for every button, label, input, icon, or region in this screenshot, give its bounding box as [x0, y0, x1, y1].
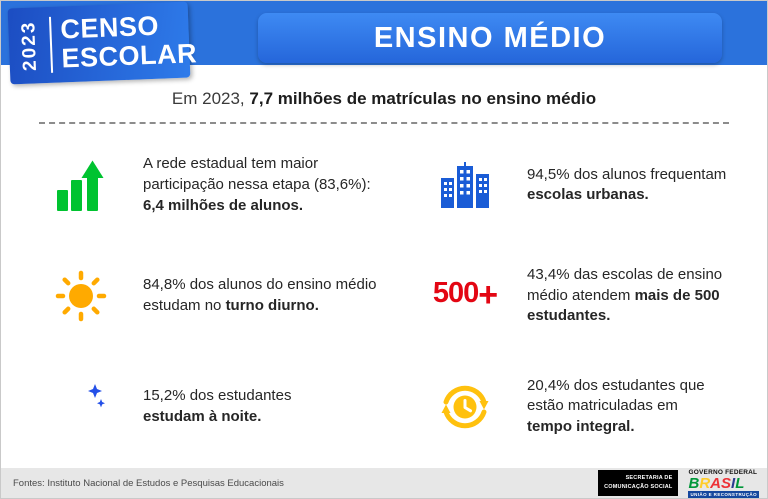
stat-text-regular: 94,5% dos alunos frequentam — [527, 165, 727, 183]
stat-text: 20,4% dos estudantes que estão matricula… — [527, 376, 715, 438]
stat-text: 84,8% dos alunos do ensino médio estudam… — [143, 275, 383, 316]
secom-line2: COMUNICAÇÃO SOCIAL — [604, 484, 673, 490]
stat-item-night-study: 15,2% dos estudantes estudam à noite. — [43, 351, 393, 462]
sun-icon — [43, 270, 119, 322]
stat-item-full-time: 20,4% dos estudantes que estão matricula… — [393, 351, 743, 462]
stat-text: A rede estadual tem maior participação n… — [143, 154, 391, 216]
uniao-reconstrucao-strip: UNIÃO E RECONSTRUÇÃO — [688, 490, 759, 498]
stat-text-bold: mais de 500 estudantes. — [527, 286, 720, 325]
500-plus-text: 500+ — [432, 276, 498, 315]
stat-text-regular: 20,4% dos estudantes que estão matricula… — [527, 376, 705, 415]
logo-title-line2: ESCOLAR — [60, 38, 198, 74]
stat-item-urban-schools: 94,5% dos alunos frequentam escolas urba… — [393, 130, 743, 241]
stat-text-bold: estudam à noite. — [143, 407, 262, 425]
subtitle-regular: Em 2023, — [171, 89, 250, 108]
dashed-divider — [39, 122, 729, 124]
500-plus-icon: 500+ — [427, 276, 503, 315]
brasil-wordmark: BRASIL — [688, 474, 745, 492]
stat-text-bold: tempo integral. — [527, 418, 635, 435]
stat-text: 15,2% dos estudantes estudam à noite. — [143, 386, 335, 427]
governo-federal-text: GOVERNO FEDERAL — [688, 468, 758, 476]
title-banner: ENSINO MÉDIO — [258, 13, 722, 63]
stats-grid: A rede estadual tem maior participação n… — [1, 124, 767, 468]
stat-text-regular: 15,2% dos estudantes — [143, 386, 292, 404]
stat-text-bold: escolas urbanas. — [527, 186, 649, 204]
logo-year: 2023 — [18, 20, 42, 72]
logo-title: CENSO ESCOLAR — [60, 11, 198, 73]
governo-federal-logo: GOVERNO FEDERAL BRASIL UNIÃO E RECONSTRU… — [688, 469, 759, 498]
subtitle: Em 2023, 7,7 milhões de matrículas no en… — [1, 89, 767, 109]
stat-item-500-plus: 500+ 43,4% das escolas de ensino médio a… — [393, 241, 743, 352]
stat-text-regular: 43,4% das escolas de ensino médio atende… — [527, 265, 723, 304]
censo-escolar-logo: 2023 CENSO ESCOLAR — [7, 1, 198, 85]
stat-item-day-shift: 84,8% dos alunos do ensino médio estudam… — [43, 241, 393, 352]
footer-bar: Fontes: Instituto Nacional de Estudos e … — [1, 468, 767, 498]
clock-refresh-icon — [427, 381, 503, 433]
sources-text: Fontes: Instituto Nacional de Estudos e … — [13, 477, 284, 489]
stat-text: 94,5% dos alunos frequentam escolas urba… — [527, 165, 743, 206]
growth-chart-icon — [43, 159, 119, 212]
stat-text-regular: 84,8% dos alunos do ensino médio estudam… — [143, 276, 377, 314]
header-band: 2023 CENSO ESCOLAR ENSINO MÉDIO — [1, 1, 767, 85]
stat-text-regular: A rede estadual tem maior participação n… — [143, 155, 371, 193]
stat-text-bold: 6,4 milhões de alunos. — [143, 196, 304, 214]
footer-logos: SECRETARIA DE COMUNICAÇÃO SOCIAL GOVERNO… — [598, 469, 759, 498]
page-title: ENSINO MÉDIO — [373, 21, 607, 54]
secom-line1: SECRETARIA DE — [625, 475, 673, 482]
stat-text: 43,4% das escolas de ensino médio atende… — [527, 265, 743, 327]
stat-item-state-network: A rede estadual tem maior participação n… — [43, 130, 393, 241]
secom-logo: SECRETARIA DE COMUNICAÇÃO SOCIAL — [598, 470, 679, 496]
city-buildings-icon — [427, 162, 503, 209]
subtitle-bold: 7,7 milhões de matrículas no ensino médi… — [249, 89, 597, 108]
moon-stars-icon — [43, 381, 119, 433]
stat-text-bold: turno diurno. — [225, 296, 319, 314]
logo-divider — [48, 16, 54, 73]
